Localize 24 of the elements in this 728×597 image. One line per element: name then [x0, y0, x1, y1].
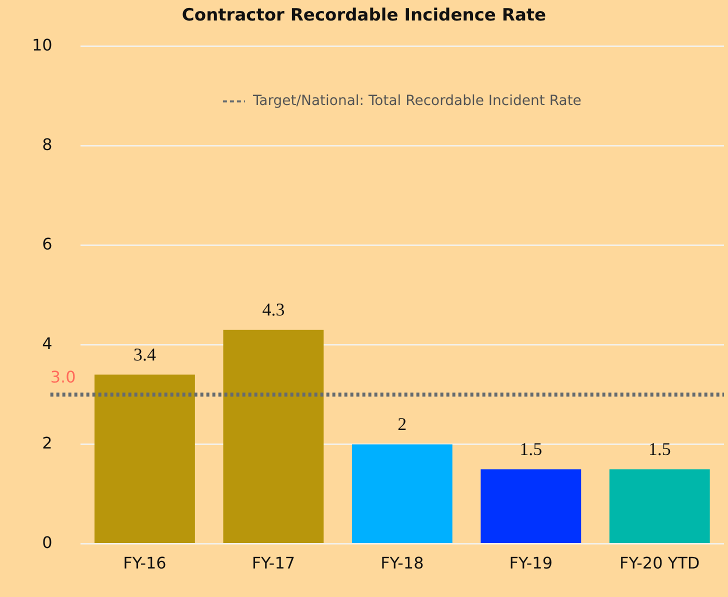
y-tick-label: 4: [42, 334, 52, 353]
y-tick-label: 0: [42, 532, 52, 552]
data-label: 3.4: [133, 344, 156, 364]
x-tick-label: FY-18: [380, 554, 424, 573]
x-tick-label: FY-17: [252, 554, 296, 573]
bar: [223, 330, 324, 544]
y-tick-label: 2: [42, 433, 52, 452]
y-tick-label: 6: [42, 234, 52, 254]
data-label: 2: [398, 414, 407, 434]
legend-label: Target/National: Total Recordable Incident Rate: [252, 93, 582, 110]
y-tick-label: 8: [42, 135, 52, 154]
bar: [94, 374, 195, 544]
data-label: 4.3: [262, 300, 285, 320]
bar: [480, 469, 582, 544]
bar: [352, 444, 452, 544]
bar: [609, 469, 710, 544]
data-label: 1.5: [648, 438, 671, 459]
data-label: 1.5: [520, 438, 542, 459]
chart-title: Contractor Recordable Incidence Rate: [182, 6, 546, 26]
x-tick-label: FY-19: [509, 554, 553, 573]
x-tick-label: FY-20 YTD: [620, 554, 700, 573]
annotation: 3.0: [50, 368, 76, 387]
x-tick-label: FY-16: [123, 554, 166, 573]
y-tick-label: 10: [32, 36, 52, 55]
